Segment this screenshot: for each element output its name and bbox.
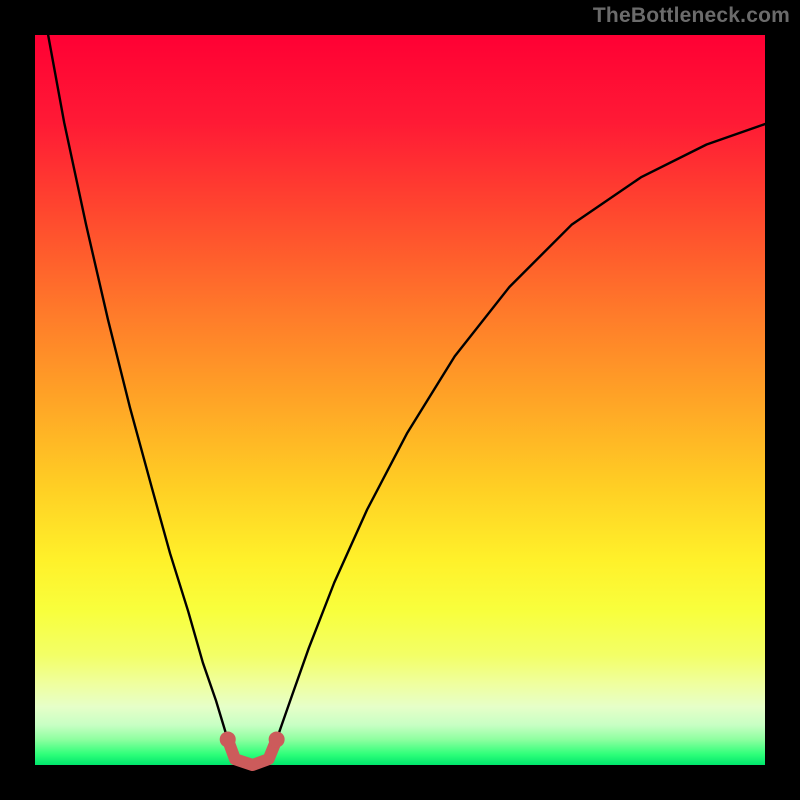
chart-root: TheBottleneck.com (0, 0, 800, 800)
plot-svg (0, 0, 800, 800)
watermark-text: TheBottleneck.com (593, 4, 790, 28)
optimal-range-dot-right (269, 731, 285, 747)
plot-background (35, 35, 765, 765)
optimal-range-dot-left (220, 731, 236, 747)
